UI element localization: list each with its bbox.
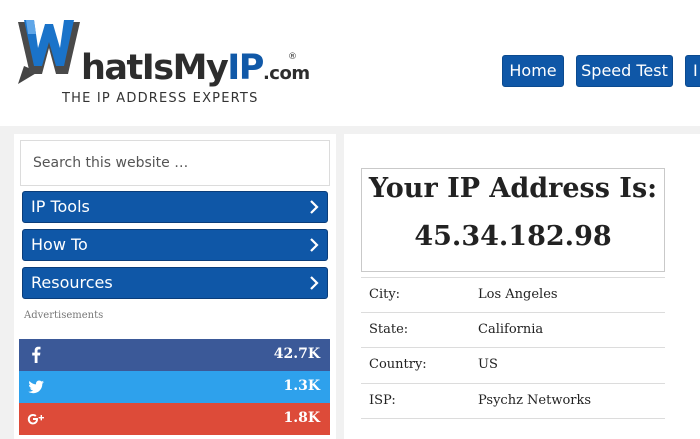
logo-tagline: THE IP ADDRESS EXPERTS	[62, 91, 259, 106]
twitter-icon	[28, 380, 44, 394]
detail-value: California	[478, 322, 544, 337]
site-logo[interactable]: hatIsMyIP.com ® THE IP ADDRESS EXPERTS	[14, 14, 314, 114]
sidebar-item-label: How To	[31, 235, 88, 254]
detail-row-isp: ISP: Psychz Networks	[361, 383, 665, 418]
ip-address-heading: Your IP Address Is:	[368, 173, 658, 204]
search-input[interactable]	[20, 140, 330, 186]
chevron-right-icon	[310, 276, 319, 290]
advertisements-label: Advertisements	[24, 310, 104, 321]
sidebar-item-label: Resources	[31, 273, 113, 292]
twitter-share-count: 1.3K	[283, 378, 320, 394]
sidebar-item-ip-tools[interactable]: IP Tools	[22, 191, 328, 223]
sidebar-item-how-to[interactable]: How To	[22, 229, 328, 261]
detail-row-country: Country: US	[361, 347, 665, 382]
nav-overflow-button[interactable]: I	[685, 55, 700, 87]
twitter-share-button[interactable]: 1.3K	[19, 371, 330, 403]
site-header: hatIsMyIP.com ® THE IP ADDRESS EXPERTS H…	[0, 0, 700, 126]
ip-address-value: 45.34.182.98	[414, 221, 612, 252]
detail-row-city: City: Los Angeles	[361, 277, 665, 312]
google-plus-share-button[interactable]: 1.8K	[19, 403, 330, 435]
chevron-right-icon	[310, 200, 319, 214]
table-divider	[361, 418, 665, 419]
facebook-share-button[interactable]: 42.7K	[19, 339, 330, 371]
logo-wordmark: hatIsMyIP.com	[81, 48, 310, 88]
chevron-right-icon	[310, 238, 319, 252]
detail-value: Psychz Networks	[478, 393, 592, 408]
logo-w-mark-icon	[18, 20, 80, 84]
google-plus-icon	[27, 414, 44, 425]
detail-key: City:	[369, 287, 401, 302]
google-plus-share-count: 1.8K	[283, 410, 320, 426]
registered-mark: ®	[288, 52, 297, 62]
sidebar-item-resources[interactable]: Resources	[22, 267, 328, 299]
detail-key: Country:	[369, 357, 427, 372]
facebook-share-count: 42.7K	[273, 346, 320, 362]
nav-home-button[interactable]: Home	[502, 55, 564, 87]
facebook-icon	[32, 346, 41, 363]
nav-speed-test-button[interactable]: Speed Test	[576, 55, 673, 87]
detail-value: Los Angeles	[478, 287, 558, 302]
detail-value: US	[478, 357, 498, 372]
main-content: Your IP Address Is: 45.34.182.98 City: L…	[344, 134, 700, 439]
detail-row-state: State: California	[361, 312, 665, 347]
sidebar-item-label: IP Tools	[31, 197, 90, 216]
ip-address-box: Your IP Address Is: 45.34.182.98	[361, 168, 665, 272]
sidebar: IP Tools How To Resources Advertisements…	[14, 134, 336, 439]
detail-key: ISP:	[369, 393, 396, 408]
detail-key: State:	[369, 322, 409, 337]
